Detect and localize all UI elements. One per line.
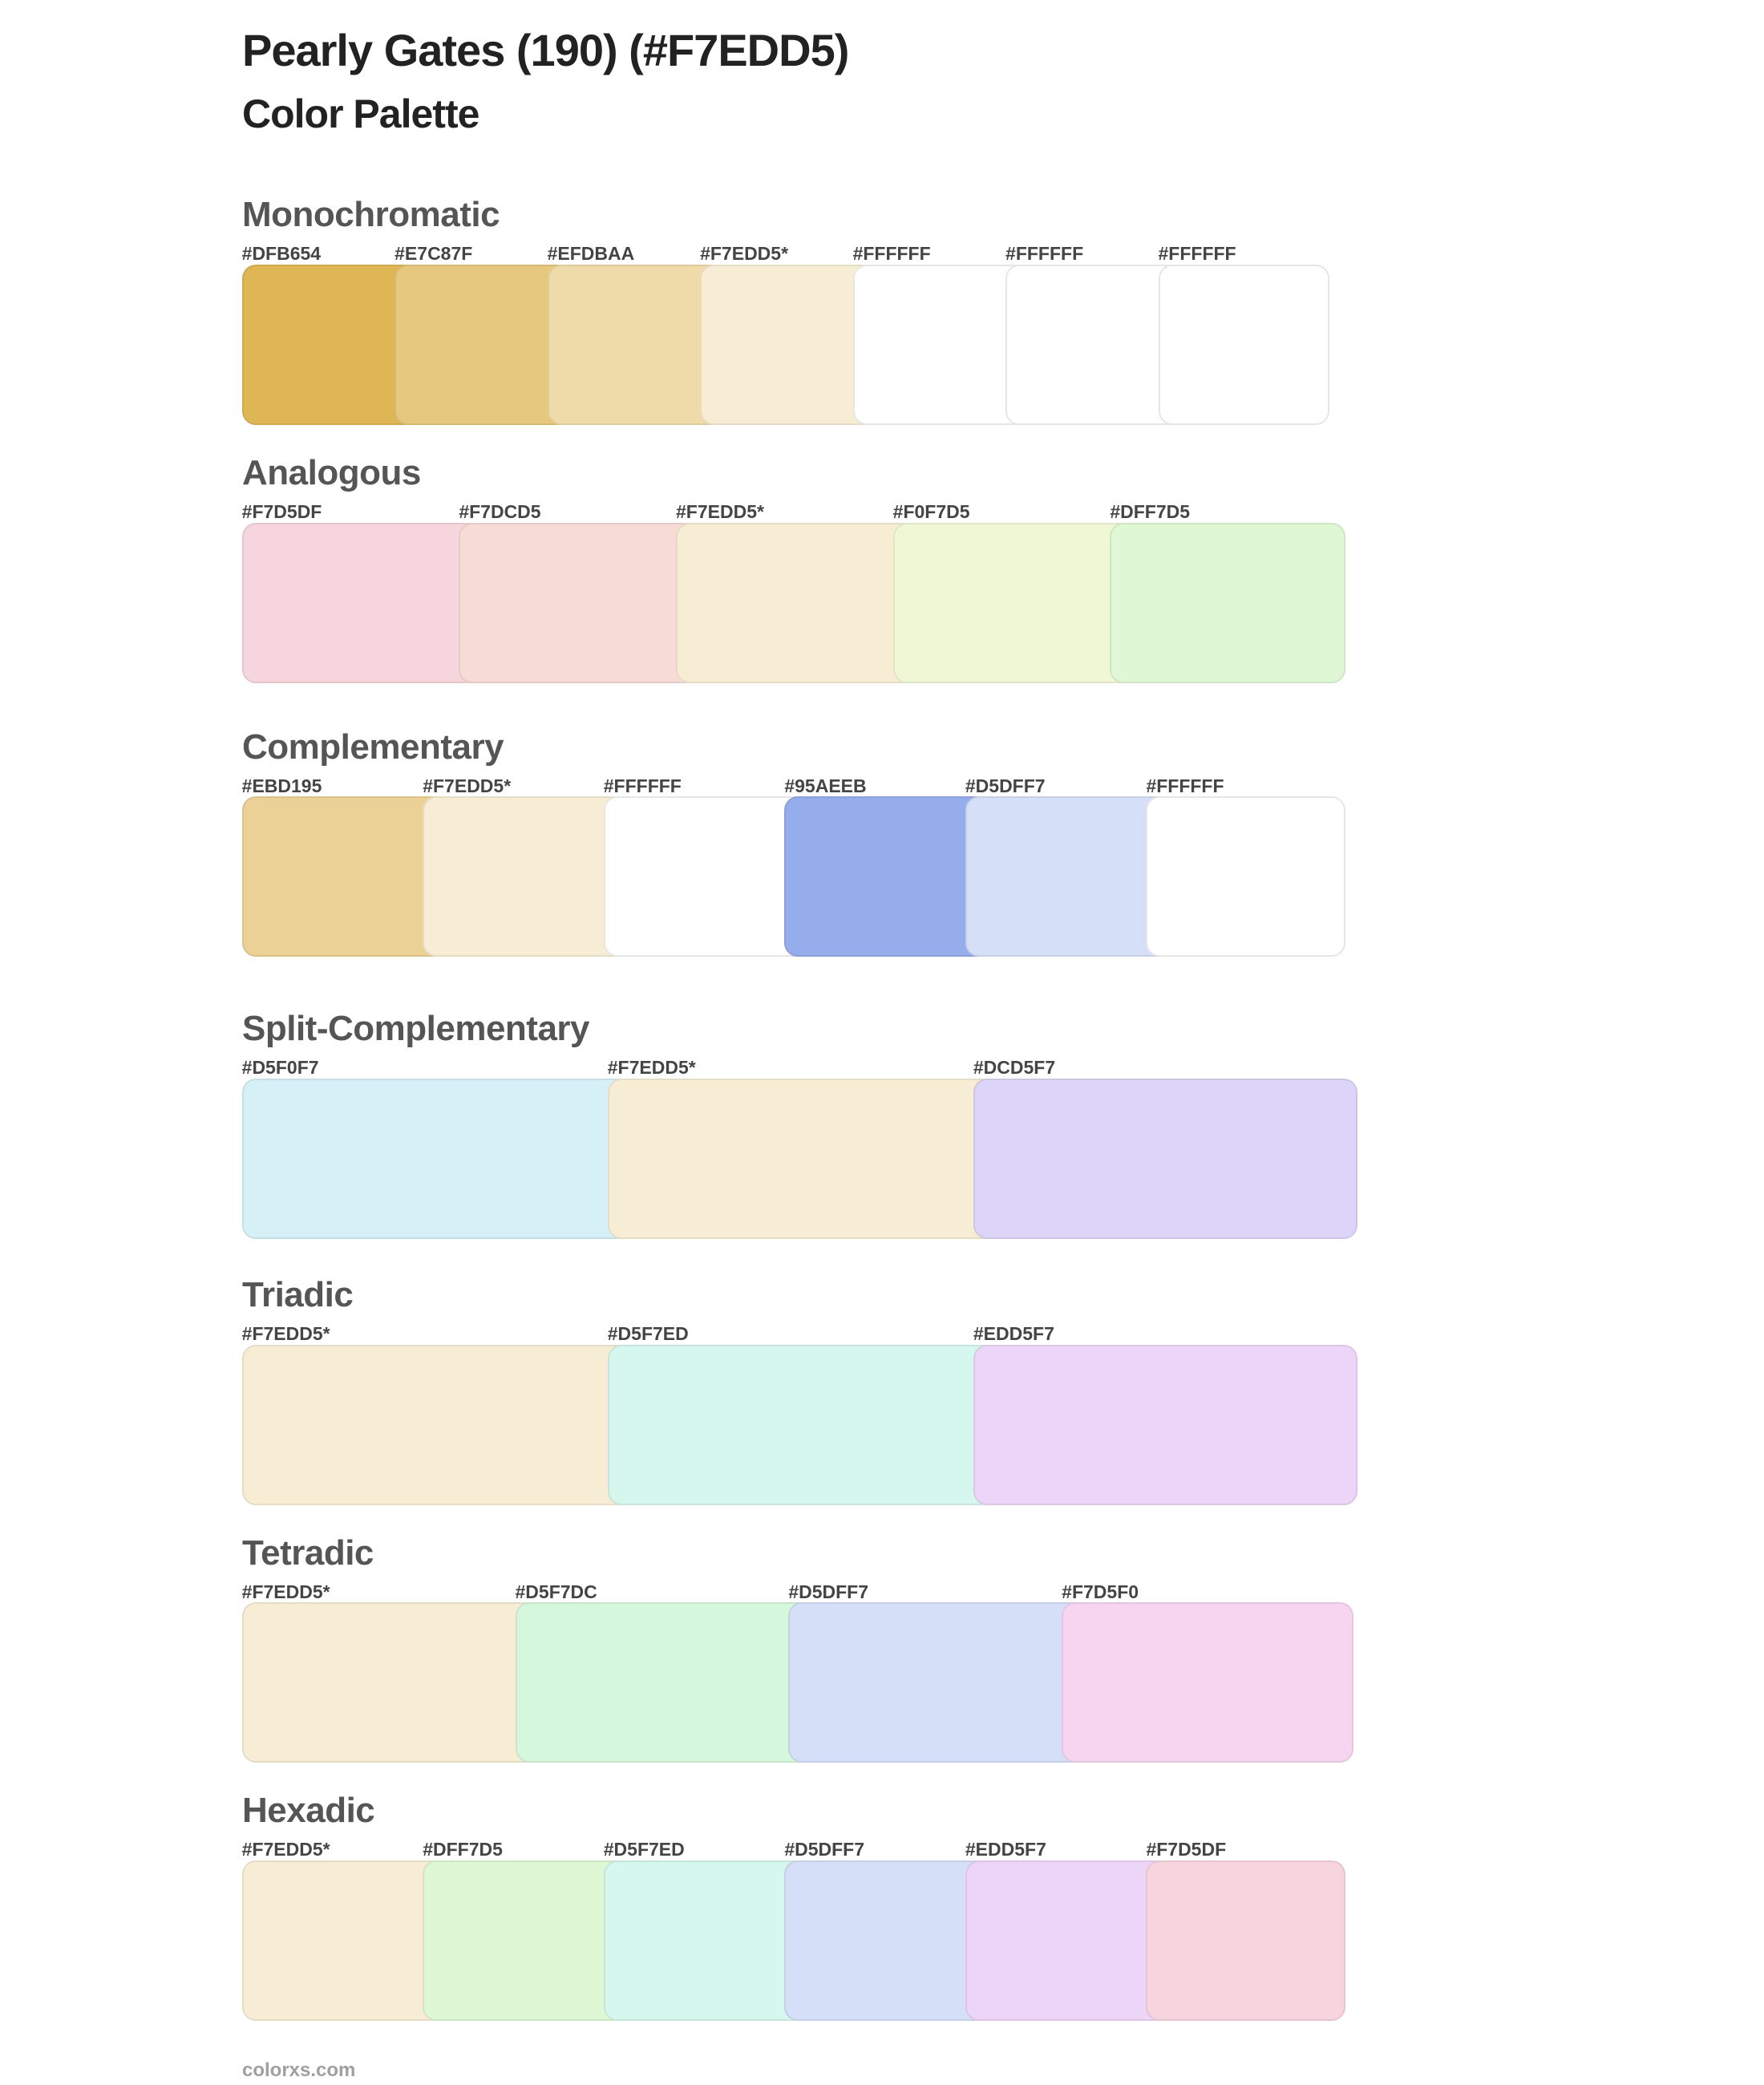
color-swatch[interactable] — [423, 796, 631, 957]
section-title-split-complementary: Split-Complementary — [242, 1009, 590, 1049]
swatch-hex-label[interactable]: #F7EDD5* — [241, 1323, 330, 1344]
swatch-hex-label[interactable]: #FFFFFF — [1146, 775, 1224, 796]
color-swatch[interactable] — [973, 1344, 1358, 1505]
color-swatch[interactable] — [700, 265, 880, 425]
page-subtitle: Color Palette — [242, 91, 479, 136]
color-swatch[interactable] — [459, 522, 703, 683]
swatch-hex-label[interactable]: #F7EDD5* — [423, 775, 512, 796]
color-swatch[interactable] — [241, 796, 450, 957]
color-swatch[interactable] — [965, 1860, 1173, 2021]
color-swatch[interactable] — [1146, 1860, 1346, 2021]
swatch-hex-label[interactable]: #DFB654 — [241, 243, 322, 265]
swatch-hex-label[interactable]: #D5F0F7 — [241, 1057, 319, 1079]
color-swatch[interactable] — [788, 1602, 1089, 1763]
color-swatch[interactable] — [973, 1079, 1358, 1239]
section-title-triadic: Triadic — [242, 1275, 354, 1314]
swatch-hex-label[interactable]: #F7D5DF — [1146, 1839, 1227, 1860]
swatch-hex-label[interactable]: #F7EDD5* — [241, 1581, 330, 1602]
swatch-hex-label[interactable]: #F7EDD5* — [700, 243, 789, 265]
swatch-hex-label[interactable]: #F7EDD5* — [241, 1839, 330, 1860]
swatch-hex-label[interactable]: #F0F7D5 — [892, 501, 970, 522]
swatch-hex-label[interactable]: #D5DFF7 — [788, 1581, 869, 1602]
swatch-hex-label[interactable]: #F7DCD5 — [459, 501, 541, 522]
color-swatch[interactable] — [547, 265, 727, 425]
swatch-hex-label[interactable]: #DCD5F7 — [973, 1057, 1056, 1079]
color-swatch[interactable] — [607, 1079, 1001, 1239]
swatch-hex-label[interactable]: #FFFFFF — [852, 243, 931, 265]
color-swatch[interactable] — [241, 1860, 450, 2021]
swatch-hex-label[interactable]: #DFF7D5 — [423, 1839, 503, 1860]
swatch-hex-label[interactable]: #FFFFFF — [603, 775, 682, 796]
swatch-hex-label[interactable]: #D5F7ED — [607, 1323, 689, 1344]
swatch-hex-label[interactable]: #DFF7D5 — [1110, 501, 1191, 522]
color-swatch[interactable] — [784, 1860, 993, 2021]
color-swatch[interactable] — [394, 265, 574, 425]
color-swatch[interactable] — [603, 1860, 811, 2021]
swatch-hex-label[interactable]: #D5F7ED — [603, 1839, 685, 1860]
color-swatch[interactable] — [1062, 1602, 1354, 1763]
color-swatch[interactable] — [1158, 265, 1330, 425]
color-swatch[interactable] — [784, 796, 993, 957]
color-swatch[interactable] — [1146, 796, 1346, 957]
page-title: Pearly Gates (190) (#F7EDD5) — [242, 25, 849, 75]
color-swatch[interactable] — [241, 265, 422, 425]
color-swatch[interactable] — [241, 522, 486, 683]
swatch-hex-label[interactable]: #FFFFFF — [1158, 243, 1236, 265]
swatch-hex-label[interactable]: #EFDBAA — [547, 243, 635, 265]
color-swatch[interactable] — [423, 1860, 631, 2021]
swatch-hex-label[interactable]: #EBD195 — [241, 775, 322, 796]
swatch-hex-label[interactable]: #95AEEB — [784, 775, 867, 796]
section-title-tetradic: Tetradic — [242, 1532, 374, 1573]
section-title-complementary: Complementary — [242, 727, 504, 767]
color-swatch[interactable] — [892, 522, 1137, 683]
swatch-hex-label[interactable]: #F7EDD5* — [676, 501, 764, 522]
color-swatch[interactable] — [676, 522, 920, 683]
section-title-monochromatic: Monochromatic — [242, 195, 500, 235]
color-swatch[interactable] — [241, 1079, 635, 1239]
swatch-hex-label[interactable]: #D5DFF7 — [784, 1839, 865, 1860]
color-swatch[interactable] — [241, 1602, 542, 1763]
swatch-hex-label[interactable]: #EDD5F7 — [973, 1323, 1054, 1344]
color-swatch[interactable] — [241, 1344, 635, 1505]
color-swatch[interactable] — [1110, 522, 1346, 683]
swatch-hex-label[interactable]: #E7C87F — [394, 243, 473, 265]
swatch-hex-label[interactable]: #F7D5F0 — [1062, 1581, 1139, 1602]
footer-brand[interactable]: colorxs.com — [242, 2059, 356, 2081]
color-swatch[interactable] — [515, 1602, 815, 1763]
swatch-hex-label[interactable]: #F7EDD5* — [607, 1057, 696, 1079]
swatch-hex-label[interactable]: #FFFFFF — [1005, 243, 1084, 265]
color-swatch[interactable] — [965, 796, 1173, 957]
section-title-hexadic: Hexadic — [242, 1791, 375, 1831]
swatch-hex-label[interactable]: #F7D5DF — [241, 501, 322, 522]
color-swatch[interactable] — [1005, 265, 1185, 425]
color-swatch[interactable] — [603, 796, 811, 957]
swatch-hex-label[interactable]: #EDD5F7 — [965, 1839, 1046, 1860]
section-title-analogous: Analogous — [242, 453, 421, 492]
color-swatch[interactable] — [607, 1344, 1001, 1505]
swatch-hex-label[interactable]: #D5DFF7 — [965, 775, 1046, 796]
swatch-hex-label[interactable]: #D5F7DC — [515, 1581, 597, 1602]
